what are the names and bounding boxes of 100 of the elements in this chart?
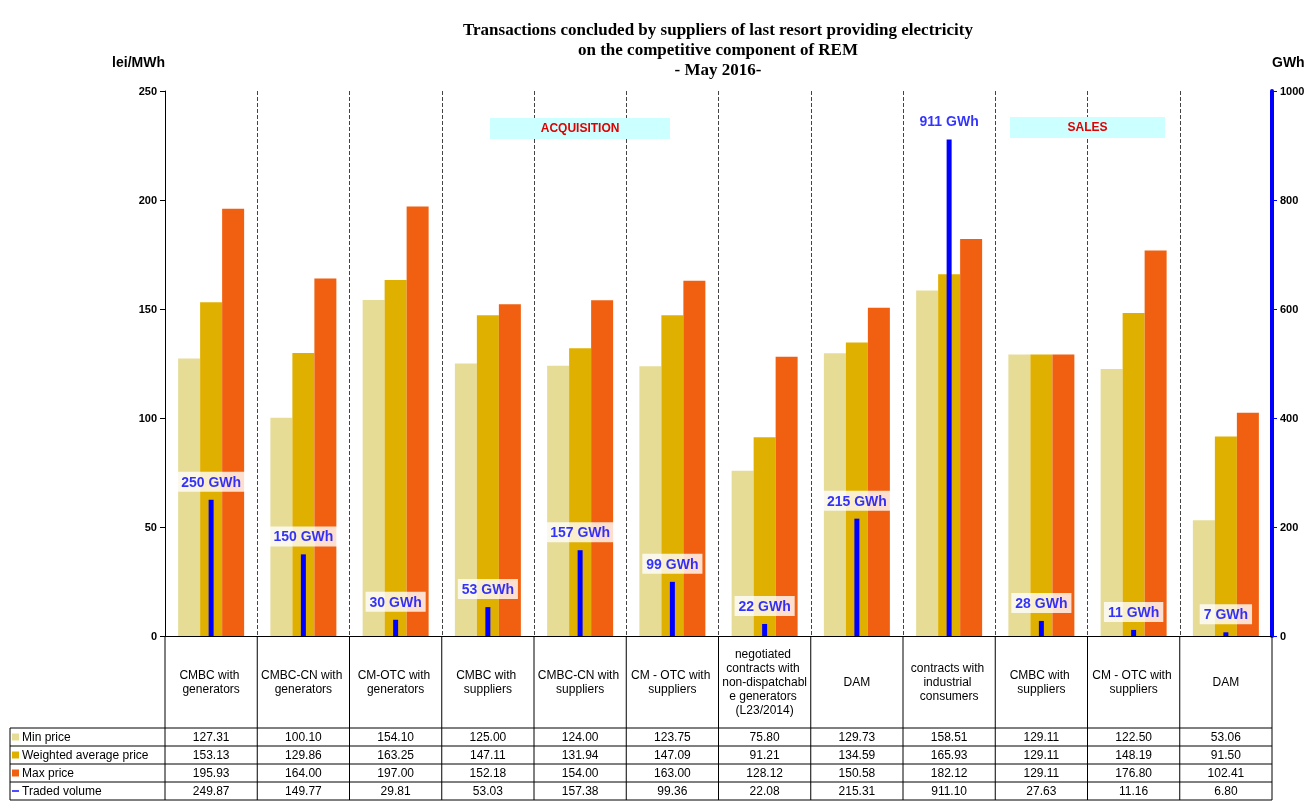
y-tick-label: 100 xyxy=(138,412,157,424)
legend-label: Traded volume xyxy=(22,784,102,798)
y2-tick-label: 800 xyxy=(1280,194,1299,206)
data-label: 249.87 xyxy=(192,784,230,798)
data-label: 129.86 xyxy=(285,748,323,762)
x-tick-label: CMBC with generators xyxy=(179,668,243,696)
bar xyxy=(577,550,583,636)
data-label: 29.81 xyxy=(380,784,411,798)
data-label: 99.36 xyxy=(657,784,688,798)
data-label: 157.38 xyxy=(561,784,599,798)
data-label: 152.18 xyxy=(469,766,507,780)
data-label: 195.93 xyxy=(192,766,230,780)
legend-label: Min price xyxy=(22,730,72,744)
x-tick-label: CMBC-CN with suppliers xyxy=(537,668,623,696)
annotation: 30 GWh xyxy=(369,593,422,610)
bar xyxy=(300,554,306,636)
data-label: 125.00 xyxy=(469,730,507,744)
data-label: 124.00 xyxy=(561,730,599,744)
annotation: 53 GWh xyxy=(461,581,514,598)
bar xyxy=(669,581,675,636)
y-tick-label: 200 xyxy=(138,194,157,206)
data-label: 122.50 xyxy=(1115,730,1153,744)
x-tick-label: DAM xyxy=(1212,675,1240,689)
x-tick-label: negotiated contracts with non-dispatchable generators (L23/2014) xyxy=(722,647,807,717)
y2-axis-title: GWh xyxy=(1272,54,1305,70)
data-label: 91.21 xyxy=(749,748,780,762)
data-label: 53.03 xyxy=(472,784,504,798)
bar xyxy=(916,290,939,636)
annotation: 250 GWh xyxy=(181,473,242,490)
data-label: 163.00 xyxy=(654,766,692,780)
data-label: 100.10 xyxy=(285,730,323,744)
annotation: 22 GWh xyxy=(738,597,791,614)
data-label: 123.75 xyxy=(654,730,692,744)
data-label: 134.59 xyxy=(838,748,876,762)
y-tick-label: 50 xyxy=(144,521,157,533)
annotation: 11 GWh xyxy=(1107,603,1160,620)
data-label: 147.11 xyxy=(469,748,507,762)
bar xyxy=(208,499,214,636)
bar xyxy=(485,607,491,636)
bar xyxy=(960,238,983,636)
data-label: 131.94 xyxy=(561,748,599,762)
data-label: 102.41 xyxy=(1207,766,1245,780)
x-tick-label: CM - OTC with suppliers xyxy=(1092,668,1175,696)
bar xyxy=(393,619,399,636)
y-axis-title: lei/MWh xyxy=(112,54,165,70)
x-tick-label: CMBC with suppliers xyxy=(1009,668,1074,696)
data-label: 154.00 xyxy=(561,766,599,780)
data-label: 163.25 xyxy=(377,748,415,762)
bar xyxy=(946,139,952,636)
data-label: 128.12 xyxy=(746,766,784,780)
legend-label: Max price xyxy=(22,766,75,780)
annotation: 99 GWh xyxy=(646,555,699,572)
bar xyxy=(1223,632,1229,636)
x-tick-label: contracts with industrial consumers xyxy=(910,661,988,703)
data-label: 127.31 xyxy=(192,730,230,744)
annotation: 7 GWh xyxy=(1203,606,1249,623)
data-label: 22.08 xyxy=(749,784,780,798)
data-label: 149.77 xyxy=(285,784,323,798)
data-label: 91.50 xyxy=(1210,748,1242,762)
data-label: 148.19 xyxy=(1115,748,1153,762)
data-label: 129.11 xyxy=(1023,766,1060,780)
data-label: 129.73 xyxy=(838,730,876,744)
data-label: 53.06 xyxy=(1210,730,1242,744)
banner: ACQUISITION xyxy=(490,118,671,139)
x-tick-label: CM - OTC with suppliers xyxy=(631,668,714,696)
bar xyxy=(854,518,860,636)
x-tick-label: CMBC with suppliers xyxy=(456,668,520,696)
data-label: 158.51 xyxy=(930,730,968,744)
annotation: 157 GWh xyxy=(550,524,611,541)
data-label: 129.11 xyxy=(1023,730,1060,744)
y2-tick-label: 1000 xyxy=(1280,85,1305,97)
annotation: 28 GWh xyxy=(1015,594,1068,611)
y-tick-label: 150 xyxy=(138,303,157,315)
y-tick-label: 250 xyxy=(138,85,157,97)
annotation: 911 GWh xyxy=(919,113,979,130)
data-label: 197.00 xyxy=(377,766,415,780)
data-label: 165.93 xyxy=(930,748,968,762)
data-label: 176.80 xyxy=(1115,766,1153,780)
data-label: 153.13 xyxy=(192,748,230,762)
x-tick-label: CMBC-CN with generators xyxy=(261,668,346,696)
x-tick-label: DAM xyxy=(843,675,871,689)
chart-title: Transactions concluded by suppliers of last resort providing electricity on the competitive component of REM - May 2016- xyxy=(463,19,974,79)
data-label: 150.58 xyxy=(838,766,876,780)
legend-label: Weighted average price xyxy=(22,748,149,762)
bar xyxy=(1131,629,1137,636)
data-label: 182.12 xyxy=(930,766,968,780)
data-label: 27.63 xyxy=(1026,784,1057,798)
y2-tick-label: 200 xyxy=(1280,521,1299,533)
y-tick-label: 0 xyxy=(150,630,157,642)
annotation: 215 GWh xyxy=(826,492,887,509)
x-tick-label: CM-OTC with generators xyxy=(357,668,434,696)
y2-tick-label: 0 xyxy=(1280,630,1287,642)
data-label: 154.10 xyxy=(377,730,415,744)
annotation: 150 GWh xyxy=(273,528,334,545)
data-label: 147.09 xyxy=(654,748,692,762)
data-label: 11.16 xyxy=(1119,784,1149,798)
data-label: 129.11 xyxy=(1023,748,1060,762)
data-label: 164.00 xyxy=(285,766,323,780)
data-label: 215.31 xyxy=(838,784,876,798)
data-label: 911.10 xyxy=(931,784,968,798)
